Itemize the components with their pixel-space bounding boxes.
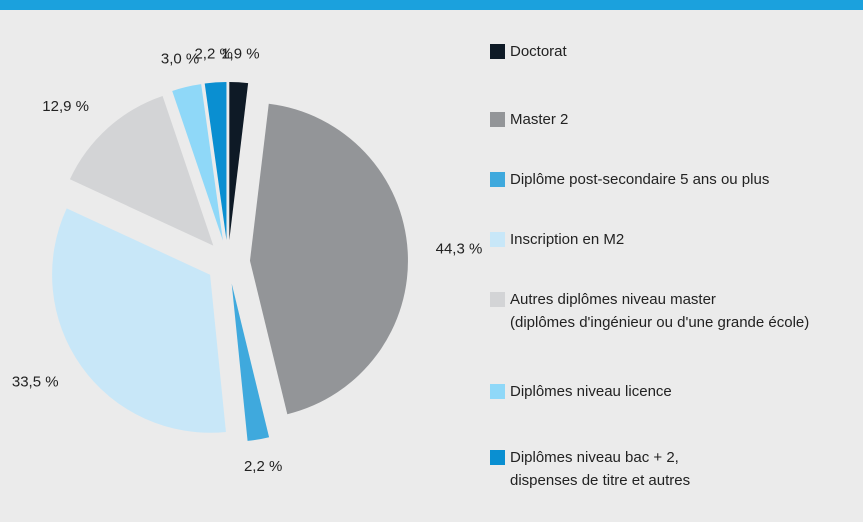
legend-item: Diplôme post-secondaire 5 ans ou plus bbox=[490, 168, 769, 191]
legend-label: Autres diplômes niveau master (diplômes … bbox=[510, 291, 810, 331]
legend-label: Diplômes niveau licence bbox=[510, 383, 672, 400]
pie-slice bbox=[231, 283, 270, 441]
legend-label: Master 2 bbox=[510, 111, 569, 128]
pie-slice bbox=[249, 103, 408, 415]
legend-item: Doctorat bbox=[490, 40, 567, 63]
data-label: 33,5 % bbox=[12, 374, 59, 391]
legend-swatch bbox=[490, 384, 505, 399]
legend-label: Doctorat bbox=[510, 43, 567, 60]
legend-item: Autres diplômes niveau master (diplômes … bbox=[490, 288, 809, 334]
pie-slice bbox=[172, 84, 223, 241]
data-label: 2,2 % bbox=[194, 45, 232, 62]
pie-slice bbox=[69, 95, 214, 246]
legend-swatch bbox=[490, 172, 505, 187]
data-label: 12,9 % bbox=[42, 98, 89, 115]
top-bar bbox=[0, 0, 863, 10]
legend-swatch bbox=[490, 44, 505, 59]
legend-swatch bbox=[490, 450, 505, 465]
data-label: 44,3 % bbox=[436, 241, 483, 258]
data-label: 3,0 % bbox=[161, 51, 199, 68]
legend-label: Diplômes niveau bac + 2, dispenses de ti… bbox=[510, 449, 691, 489]
pie-slice bbox=[52, 208, 226, 433]
data-label: 1,9 % bbox=[221, 45, 259, 62]
legend-swatch bbox=[490, 292, 505, 307]
data-label: 2,2 % bbox=[244, 458, 282, 475]
pie-slice bbox=[204, 82, 227, 241]
legend-label: Diplôme post-secondaire 5 ans ou plus bbox=[510, 171, 770, 188]
legend-item: Diplômes niveau bac + 2, dispenses de ti… bbox=[490, 446, 690, 492]
legend-label: Inscription en M2 bbox=[510, 231, 625, 248]
legend-swatch bbox=[490, 112, 505, 127]
legend-item: Diplômes niveau licence bbox=[490, 380, 672, 403]
legend-swatch bbox=[490, 232, 505, 247]
legend-item: Master 2 bbox=[490, 108, 568, 131]
legend-item: Inscription en M2 bbox=[490, 228, 624, 251]
pie-slice bbox=[229, 82, 249, 241]
